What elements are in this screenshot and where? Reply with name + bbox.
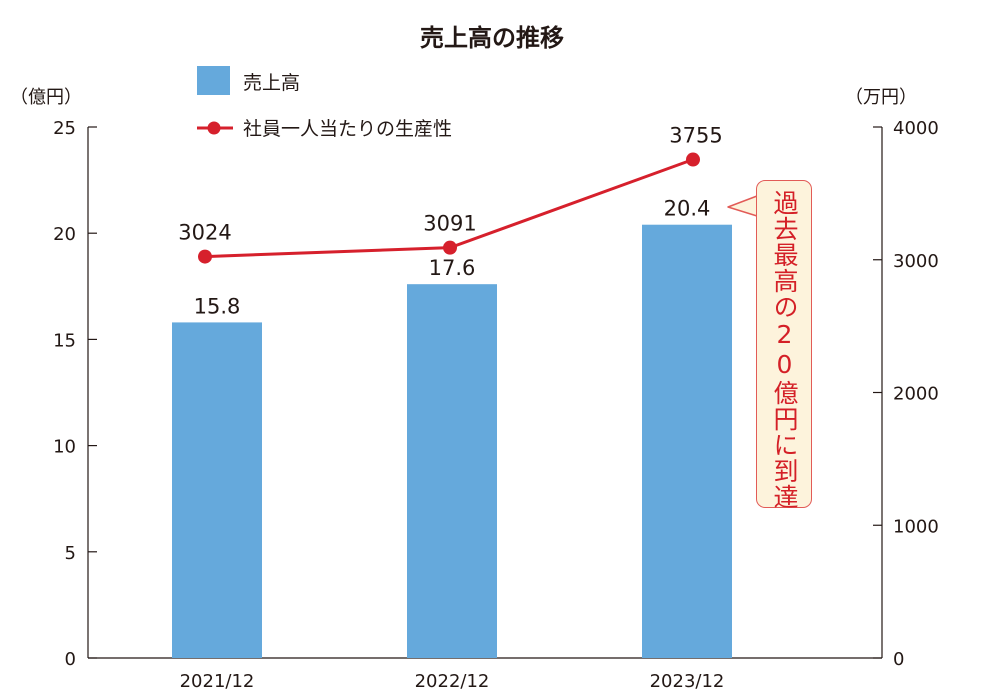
- bar-sales: [172, 322, 262, 658]
- left-axis-ticks: 0 5 10 15 20 25: [53, 118, 97, 670]
- right-axis-unit: （万円）: [845, 87, 917, 108]
- bar-sales: [407, 284, 497, 658]
- legend-label-line: 社員一人当たりの生産性: [243, 118, 452, 140]
- callout-annotation: 過去最高の20億円に到達: [770, 190, 799, 510]
- bar-sales: [642, 224, 732, 659]
- callout-box: [756, 180, 812, 508]
- callout-pointer: [727, 195, 758, 217]
- right-axis-ticks: 0 1000 2000 3000 4000: [873, 118, 939, 670]
- left-axis-unit: （億円）: [10, 87, 82, 108]
- legend: 売上高 社員一人当たりの生産性: [197, 66, 452, 140]
- productivity-value-label: 3091: [423, 212, 476, 236]
- left-tick-label: 25: [53, 118, 76, 139]
- productivity-value-label: 3024: [178, 221, 231, 245]
- left-tick-label: 15: [53, 330, 76, 351]
- right-tick-label: 3000: [893, 251, 939, 272]
- left-tick-label: 0: [65, 649, 76, 670]
- x-category-label: 2021/12: [180, 671, 255, 692]
- right-tick-label: 2000: [893, 384, 939, 405]
- right-tick-label: 4000: [893, 118, 939, 139]
- productivity-point: [443, 240, 457, 255]
- legend-swatch-marker: [207, 121, 221, 135]
- x-category-label: 2022/12: [415, 671, 490, 692]
- legend-swatch-bar: [197, 66, 230, 95]
- bar-value-label: 17.6: [429, 256, 476, 280]
- category-labels: 2021/12 2022/12 2023/12: [180, 671, 725, 692]
- bars: 15.8 17.6 20.4: [172, 197, 732, 659]
- x-category-label: 2023/12: [650, 671, 725, 692]
- right-tick-label: 1000: [893, 516, 939, 537]
- bar-value-label: 15.8: [194, 294, 241, 318]
- productivity-value-label: 3755: [669, 124, 722, 148]
- left-tick-label: 10: [53, 437, 76, 458]
- productivity-point: [198, 249, 212, 264]
- legend-label-bar: 売上高: [243, 72, 300, 94]
- productivity-line: 3024 3091 3755: [178, 124, 723, 264]
- right-tick-label: 0: [893, 649, 904, 670]
- productivity-point: [686, 152, 700, 167]
- bar-value-label: 20.4: [664, 197, 711, 221]
- chart-title: 売上高の推移: [420, 24, 564, 52]
- left-tick-label: 20: [53, 224, 76, 245]
- left-tick-label: 5: [65, 543, 76, 564]
